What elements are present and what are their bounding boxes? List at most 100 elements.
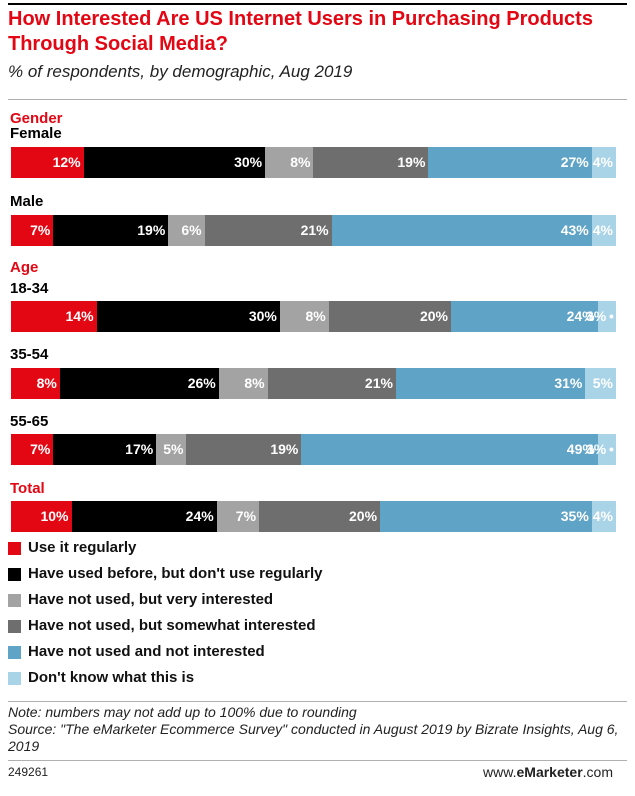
legend-swatch: [8, 594, 21, 607]
chart-title: How Interested Are US Internet Users in …: [8, 8, 593, 55]
legend-label: Have not used, but somewhat interested: [28, 617, 316, 634]
bar-segment: 8%: [279, 301, 329, 332]
bar-segment: 14%: [11, 301, 97, 332]
bar-segment: 21%: [267, 368, 396, 399]
bar-segment: 5%: [585, 368, 616, 399]
data-label: 30%: [234, 154, 263, 170]
bar-segment: 4%: [591, 501, 616, 532]
brand-name: eMarketer: [516, 764, 583, 780]
group-label-gender: Gender: [10, 110, 63, 127]
chart-subtitle: % of respondents, by demographic, Aug 20…: [8, 62, 353, 81]
bar-segment: 3% •: [586, 301, 616, 332]
data-label: 17%: [125, 441, 154, 457]
bar-segment: 30%: [96, 301, 280, 332]
data-label: 30%: [248, 308, 277, 324]
data-label: 21%: [300, 222, 329, 238]
bar-row: 12% 30% 8% 19% 27% 4%: [11, 147, 616, 178]
bar-segment: 30%: [83, 147, 266, 178]
bar-segment: 7%: [216, 501, 260, 532]
bar-segment: 4%: [591, 215, 616, 246]
brand-prefix: www.: [483, 764, 517, 780]
bar-segment: 6%: [168, 215, 205, 246]
data-label: 24%: [185, 508, 214, 524]
bar-segment: 5%: [156, 434, 187, 465]
bar-segment: 27%: [428, 147, 592, 178]
data-label: 49%: [566, 441, 595, 457]
top-rule: [8, 3, 627, 5]
bar-segment: 26%: [59, 368, 219, 399]
data-label: 5%: [592, 375, 613, 391]
data-label: 24%: [566, 308, 595, 324]
bar-segment: 35%: [380, 501, 592, 532]
data-label: 5%: [163, 441, 184, 457]
bar-segment: 43%: [331, 215, 592, 246]
legend-label: Use it regularly: [28, 539, 137, 556]
legend-label: Have not used and not interested: [28, 643, 265, 660]
data-label: 19%: [397, 154, 426, 170]
legend-label: Have used before, but don't use regularl…: [28, 565, 323, 582]
footnote: Note: numbers may not add up to 100% due…: [8, 704, 623, 755]
data-label: 20%: [419, 308, 448, 324]
data-label: 26%: [187, 375, 216, 391]
bar-segment: 49%: [301, 434, 598, 465]
data-label: 4%: [592, 154, 613, 170]
row-label: 35-54: [10, 346, 49, 363]
data-label: 19%: [270, 441, 299, 457]
bar-segment: 19%: [313, 147, 429, 178]
row-label: 18-34: [10, 280, 49, 297]
bar-segment: 20%: [259, 501, 381, 532]
bar-segment: 7%: [11, 434, 54, 465]
data-label: 21%: [364, 375, 393, 391]
data-label: 8%: [244, 375, 265, 391]
data-label: 7%: [235, 508, 257, 524]
data-label: 7%: [30, 222, 51, 238]
row-label: 55-65: [10, 413, 49, 430]
subtitle-rule: [8, 99, 627, 100]
data-label: 3% •: [586, 441, 614, 457]
legend-swatch: [8, 542, 21, 555]
group-label-age: Age: [10, 259, 39, 276]
data-label: 35%: [560, 508, 589, 524]
data-label: 27%: [560, 154, 589, 170]
bar-row: 7% 17% 5% 19% 49% 3% •: [11, 434, 616, 465]
brand-logo: www.eMarketer.com: [483, 764, 613, 780]
data-label: 8%: [290, 154, 311, 170]
bar-segment: 4%: [591, 147, 616, 178]
data-label: 8%: [305, 308, 326, 324]
data-label: 20%: [349, 508, 378, 524]
legend-label: Have not used, but very interested: [28, 591, 274, 608]
row-label: Female: [10, 125, 62, 142]
bar-segment: 19%: [53, 215, 169, 246]
bar-segment: 8%: [265, 147, 314, 178]
stacked-bar-chart: Gender Female 12% 30% 8% 19% 27% 4% Male 7% 19% 6% 2…: [8, 100, 628, 540]
bar-segment: 24%: [450, 301, 598, 332]
source-text: Source: "The eMarketer Ecommerce Survey"…: [8, 721, 619, 754]
bar-row: 14% 30% 8% 20% 24% 3% •: [11, 301, 616, 332]
bar-segment: 19%: [186, 434, 302, 465]
note-text: Note: numbers may not add up to 100% due…: [8, 704, 357, 720]
bar-segment: 7%: [11, 215, 54, 246]
bar-segment: 10%: [11, 501, 72, 532]
data-label: 10%: [40, 508, 69, 524]
legend-swatch: [8, 672, 21, 685]
bar-segment: 8%: [218, 368, 268, 399]
chart-id: 249261: [8, 765, 49, 779]
bar-segment: 8%: [11, 368, 60, 399]
bar-row: 8% 26% 8% 21% 31% 5%: [11, 368, 616, 399]
bar-segment: 24%: [71, 501, 217, 532]
bar-segment: 31%: [395, 368, 586, 399]
bar-segment: 21%: [204, 215, 332, 246]
data-label: 43%: [560, 222, 589, 238]
bottom-rule: [8, 760, 627, 761]
legend-swatch: [8, 646, 21, 659]
bar-segment: 20%: [328, 301, 451, 332]
bar-segment: 12%: [11, 147, 84, 178]
data-label: 4%: [592, 222, 613, 238]
legend-swatch: [8, 620, 21, 633]
bar-row: 7% 19% 6% 21% 43% 4%: [11, 215, 616, 246]
brand-suffix: .com: [582, 764, 613, 780]
legend-swatch: [8, 568, 21, 581]
data-label: 7%: [30, 441, 51, 457]
legend-label: Don't know what this is: [28, 669, 195, 686]
data-label: 19%: [137, 222, 166, 238]
